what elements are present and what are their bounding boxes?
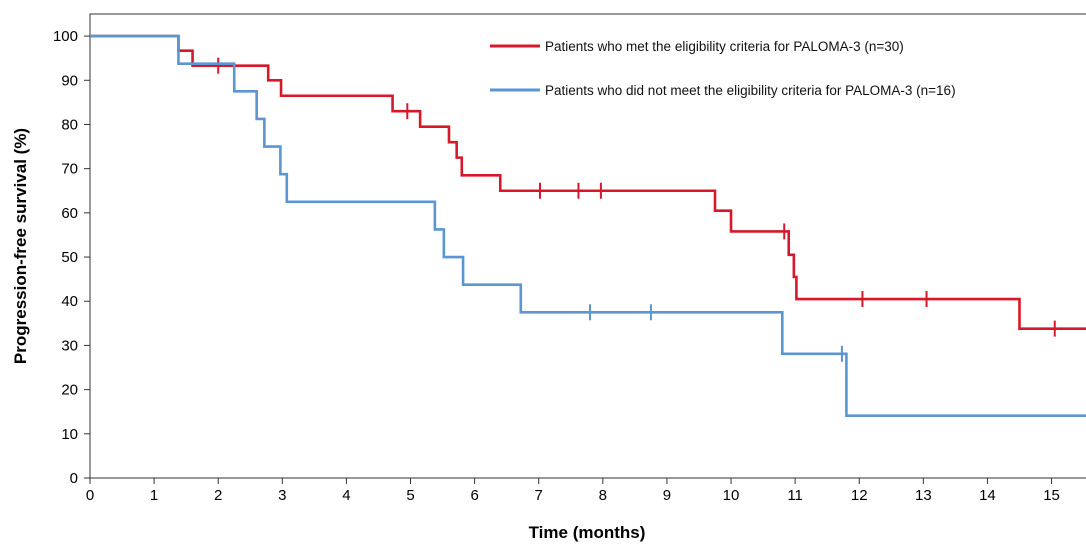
x-axis: 0 1 2 3 4 5 6 7 8 9 10 11 12 13 14 15 [86, 478, 1060, 504]
y-tick-label: 20 [61, 382, 78, 399]
x-tick-label: 1 [150, 487, 158, 504]
x-tick-label: 14 [979, 487, 996, 504]
x-tick-label: 8 [599, 487, 607, 504]
x-tick-label: 10 [723, 487, 740, 504]
y-axis: 0 10 20 30 40 50 60 70 80 90 100 [53, 28, 90, 487]
y-tick-label: 10 [61, 426, 78, 443]
series-layer [90, 34, 1086, 417]
y-tick-label: 40 [61, 293, 78, 310]
y-tick-label: 50 [61, 249, 78, 266]
x-tick-label: 3 [278, 487, 286, 504]
survival-curve-series-1 [90, 34, 1086, 330]
legend-label-series-2: Patients who did not meet the eligibilit… [545, 83, 956, 98]
y-axis-title: Progression-free survival (%) [11, 128, 30, 364]
x-tick-label: 4 [342, 487, 350, 504]
plot-area-frame [89, 13, 1086, 479]
x-tick-label: 13 [915, 487, 932, 504]
y-tick-label: 60 [61, 205, 78, 222]
x-axis-title: Time (months) [529, 523, 646, 542]
x-tick-label: 0 [86, 487, 94, 504]
y-tick-label: 80 [61, 116, 78, 133]
x-tick-label: 11 [787, 487, 803, 504]
y-tick-label: 0 [70, 470, 78, 487]
y-tick-label: 30 [61, 337, 78, 354]
y-tick-label: 90 [61, 72, 78, 89]
y-tick-label: 70 [61, 161, 78, 178]
x-tick-label: 2 [214, 487, 222, 504]
legend: Patients who met the eligibility criteri… [490, 39, 956, 98]
x-tick-label: 12 [851, 487, 868, 504]
x-tick-label: 5 [406, 487, 414, 504]
y-tick-label: 100 [53, 28, 78, 45]
x-tick-label: 9 [663, 487, 671, 504]
survival-curve-series-2 [90, 34, 1086, 417]
legend-label-series-1: Patients who met the eligibility criteri… [545, 39, 904, 54]
x-tick-label: 7 [535, 487, 543, 504]
x-tick-label: 15 [1043, 487, 1060, 504]
x-tick-label: 6 [470, 487, 478, 504]
